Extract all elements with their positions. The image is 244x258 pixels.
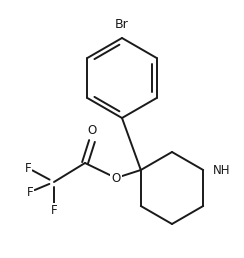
Text: O: O bbox=[87, 124, 97, 136]
Text: O: O bbox=[111, 172, 121, 184]
Text: NH: NH bbox=[213, 164, 231, 176]
Text: Br: Br bbox=[115, 19, 129, 31]
Text: F: F bbox=[27, 186, 33, 198]
Text: F: F bbox=[51, 204, 57, 216]
Text: F: F bbox=[25, 162, 31, 174]
